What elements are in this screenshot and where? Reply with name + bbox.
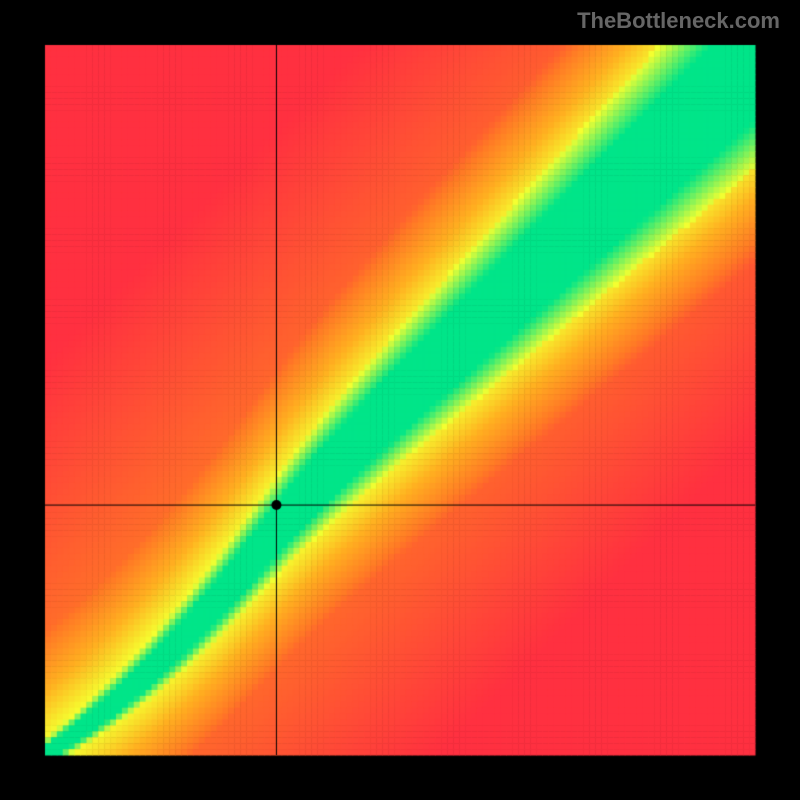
chart-container: TheBottleneck.com — [0, 0, 800, 800]
watermark-text: TheBottleneck.com — [577, 8, 780, 34]
bottleneck-heatmap-canvas — [0, 0, 800, 800]
